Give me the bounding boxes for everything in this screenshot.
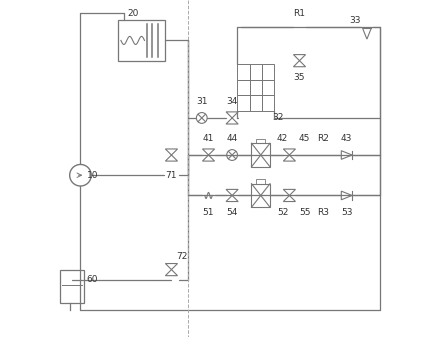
Text: R1: R1 xyxy=(293,9,305,18)
Text: R3: R3 xyxy=(317,208,329,217)
Text: 45: 45 xyxy=(299,134,310,143)
Bar xyxy=(237,64,250,80)
Bar xyxy=(256,139,266,143)
Bar xyxy=(237,95,250,111)
Bar xyxy=(262,64,274,80)
Text: 42: 42 xyxy=(277,134,288,143)
Text: 72: 72 xyxy=(176,252,187,261)
Text: 55: 55 xyxy=(299,208,310,217)
Bar xyxy=(237,80,250,95)
Text: 10: 10 xyxy=(87,171,98,180)
Text: 34: 34 xyxy=(226,97,238,105)
Bar xyxy=(262,80,274,95)
Text: 54: 54 xyxy=(226,208,238,217)
Bar xyxy=(251,184,270,207)
Text: 44: 44 xyxy=(226,134,238,143)
Text: 43: 43 xyxy=(341,134,353,143)
Bar xyxy=(250,64,262,80)
Text: 52: 52 xyxy=(277,208,288,217)
Bar xyxy=(251,143,270,167)
Bar xyxy=(118,20,165,61)
Bar xyxy=(250,80,262,95)
Bar xyxy=(256,179,266,184)
Bar xyxy=(250,95,262,111)
Bar xyxy=(262,95,274,111)
Text: 20: 20 xyxy=(127,9,139,18)
Text: 31: 31 xyxy=(196,97,207,105)
Text: R2: R2 xyxy=(317,134,329,143)
Text: 32: 32 xyxy=(272,114,283,122)
Text: 53: 53 xyxy=(341,208,353,217)
Text: 41: 41 xyxy=(203,134,214,143)
Text: 71: 71 xyxy=(166,171,177,180)
Bar xyxy=(60,270,84,303)
Text: 35: 35 xyxy=(294,73,305,82)
Text: 33: 33 xyxy=(349,16,361,25)
Text: 60: 60 xyxy=(87,275,98,284)
Text: 51: 51 xyxy=(203,208,214,217)
